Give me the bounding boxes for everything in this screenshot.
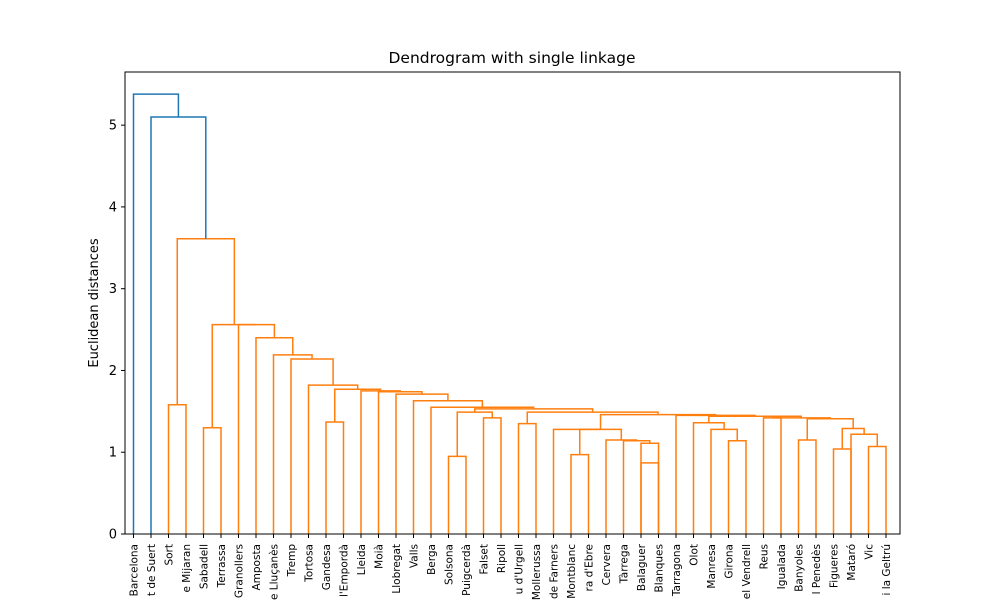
dendrogram-link bbox=[255, 337, 294, 534]
leaf-label: Gandesa bbox=[321, 544, 333, 590]
dendrogram-link bbox=[526, 411, 659, 424]
leaf-label: Solsona bbox=[444, 544, 456, 585]
dendrogram-link bbox=[150, 116, 207, 534]
dendrogram-link bbox=[202, 426, 222, 534]
leaf-label: Reus bbox=[759, 544, 771, 569]
dendrogram-link bbox=[867, 445, 887, 534]
x-axis: Barcelona t de Suert Sort e Mijaran Sabadell… bbox=[129, 534, 893, 600]
dendrogram-link bbox=[599, 413, 717, 430]
dendrogram-link bbox=[176, 238, 236, 405]
dendrogram-link bbox=[395, 393, 449, 534]
dendrogram-link bbox=[447, 455, 467, 534]
leaf-label: Barcelona bbox=[129, 544, 141, 596]
leaf-label: de Farners bbox=[549, 544, 561, 599]
plot-frame bbox=[124, 71, 901, 535]
y-tick-label: 4 bbox=[109, 200, 117, 215]
leaf-label: Mollerussa bbox=[531, 544, 543, 600]
dendrogram-link bbox=[211, 323, 257, 428]
dendrogram-link bbox=[622, 440, 651, 534]
leaf-label: Mataró bbox=[846, 544, 858, 581]
dendrogram-link bbox=[692, 422, 725, 534]
leaf-label: Igualada bbox=[776, 544, 788, 589]
y-tick-label: 5 bbox=[109, 119, 117, 134]
leaf-label: Valls bbox=[409, 544, 421, 568]
dendrogram-link bbox=[132, 93, 180, 534]
leaf-label: Blanques bbox=[654, 544, 666, 592]
dendrogram-link bbox=[430, 406, 535, 534]
dendrogram-link bbox=[167, 404, 187, 534]
dendrogram-link bbox=[360, 390, 401, 534]
dendrogram-link bbox=[482, 417, 502, 534]
leaf-label: Vic bbox=[864, 544, 876, 560]
leaf-label: Tarragona bbox=[671, 544, 683, 597]
dendrogram-link bbox=[640, 442, 660, 534]
leaf-label: Montblanc bbox=[566, 544, 578, 599]
dendrogram-link bbox=[605, 439, 638, 534]
leaf-label: Falset bbox=[479, 544, 491, 574]
leaf-label: Moià bbox=[374, 544, 386, 569]
leaf-label: Figueres bbox=[829, 544, 841, 588]
y-tick-label: 1 bbox=[109, 446, 117, 461]
leaf-label: e Mijaran bbox=[181, 544, 193, 593]
dendrogram-link bbox=[710, 428, 738, 534]
dendrogram-link bbox=[772, 417, 831, 419]
y-tick-label: 2 bbox=[109, 364, 117, 379]
dendrogram-link bbox=[272, 354, 313, 534]
dendrogram-link bbox=[570, 453, 590, 534]
y-tick-label: 3 bbox=[109, 282, 117, 297]
leaf-label: l Penedès bbox=[811, 544, 823, 594]
dendrogram-link bbox=[832, 448, 852, 534]
leaf-label: Tortosa bbox=[304, 544, 316, 583]
leaf-label: Girona bbox=[724, 544, 736, 579]
leaf-label: Berga bbox=[426, 544, 438, 575]
dendrogram-link bbox=[377, 390, 423, 534]
dendrogram-link bbox=[334, 388, 382, 422]
leaf-label: Granollers bbox=[234, 544, 246, 598]
leaf-label: Balaguer bbox=[636, 543, 648, 591]
leaf-label: Sort bbox=[164, 544, 176, 566]
y-axis-label: Euclidean distances bbox=[87, 238, 102, 367]
leaf-label: Tremp bbox=[286, 544, 298, 578]
dendrogram-link bbox=[841, 427, 865, 449]
links bbox=[132, 93, 887, 534]
leaf-label: e Lluçanès bbox=[269, 544, 281, 600]
leaf-label: Lleida bbox=[356, 544, 368, 575]
dendrogram-link bbox=[850, 433, 878, 534]
leaf-label: Llobregat bbox=[391, 544, 403, 594]
dendrogram-link bbox=[797, 439, 817, 534]
leaf-label: Manresa bbox=[706, 544, 718, 589]
leaf-label: Banyoles bbox=[794, 544, 806, 592]
leaf-label: Cervera bbox=[601, 544, 613, 586]
chart-title: Dendrogram with single linkage bbox=[388, 49, 635, 67]
dendrogram-link bbox=[325, 421, 345, 534]
leaf-label: Olot bbox=[689, 544, 701, 566]
leaf-label: u d'Urgell bbox=[514, 544, 526, 594]
leaf-label: Amposta bbox=[251, 544, 263, 591]
leaf-label: el Vendrell bbox=[741, 544, 753, 599]
leaf-label: t de Suert bbox=[146, 544, 158, 596]
leaf-label: Ripoll bbox=[496, 544, 508, 573]
y-tick-label: 0 bbox=[109, 528, 117, 543]
dendrogram-link bbox=[675, 414, 756, 534]
leaf-label: Terrassa bbox=[216, 544, 228, 588]
dendrogram-link bbox=[579, 428, 623, 455]
dendrogram-link bbox=[806, 417, 854, 440]
dendrogram-link bbox=[762, 417, 782, 534]
leaf-label: ra d'Ebre bbox=[584, 544, 596, 592]
dendrogram-link bbox=[307, 384, 359, 534]
y-axis: 0 1 2 3 4 5 bbox=[109, 119, 125, 543]
dendrogram-link bbox=[456, 411, 493, 457]
dendrogram-link bbox=[727, 440, 747, 534]
leaf-label: i la Geltrú bbox=[881, 544, 893, 596]
dendrogram-link bbox=[640, 462, 660, 534]
leaf-label: Puigcerdà bbox=[461, 544, 473, 596]
dendrogram-link bbox=[517, 422, 537, 534]
dendrogram-link bbox=[552, 428, 601, 534]
leaf-label: l'Empordà bbox=[339, 544, 351, 597]
leaf-label: Tàrrega bbox=[619, 544, 631, 584]
leaf-label: Sabadell bbox=[199, 544, 211, 589]
